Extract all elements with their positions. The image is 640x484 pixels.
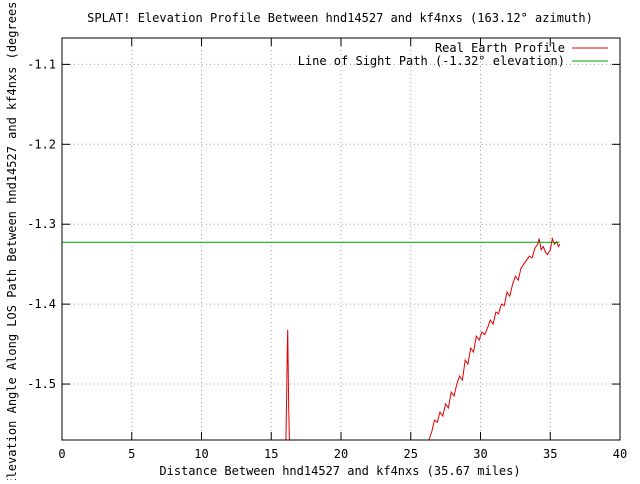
- x-tick-label: 40: [613, 447, 627, 461]
- y-tick-label: -1.5: [27, 377, 56, 391]
- plot-frame: [61, 37, 621, 441]
- x-tick-label: 0: [58, 447, 65, 461]
- series-line-0: [285, 329, 290, 441]
- y-tick-label: -1.4: [27, 297, 56, 311]
- x-tick-label: 10: [194, 447, 208, 461]
- series-line-0: [428, 236, 561, 441]
- x-tick-label: 15: [264, 447, 278, 461]
- tick-labels: 0 5 10 15 20 25 30 35 40 -1.1 -1.2 -1.3 -1.4 -1.5: [27, 57, 627, 461]
- legend-label: Real Earth Profile: [435, 41, 565, 55]
- grid-lines: [62, 38, 620, 440]
- x-tick-label: 5: [128, 447, 135, 461]
- x-tick-label: 20: [334, 447, 348, 461]
- x-axis-label: Distance Between hnd14527 and kf4nxs (35…: [159, 464, 520, 478]
- y-tick-label: -1.3: [27, 217, 56, 231]
- x-tick-label: 25: [404, 447, 418, 461]
- series-lines: [62, 236, 561, 441]
- x-tick-label: 30: [473, 447, 487, 461]
- y-tick-label: -1.2: [27, 137, 56, 151]
- y-tick-label: -1.1: [27, 57, 56, 71]
- legend-label: Line of Sight Path (-1.32° elevation): [298, 54, 565, 68]
- chart-title: SPLAT! Elevation Profile Between hnd1452…: [87, 11, 593, 25]
- y-axis-label: Elevation Angle Along LOS Path Between h…: [5, 0, 19, 480]
- x-tick-label: 35: [543, 447, 557, 461]
